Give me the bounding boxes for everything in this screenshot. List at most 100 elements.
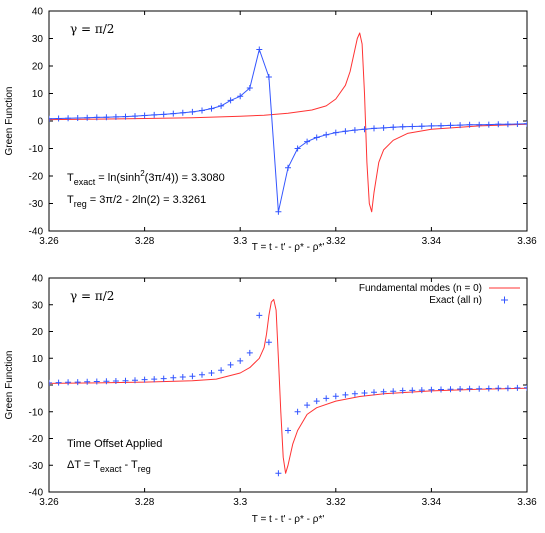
top-series-1-point-6 [103,114,110,121]
bottom-series-1-point-9 [132,377,138,384]
top-series-1-point-38 [409,123,416,130]
top-xtick-label-0: 3.26 [39,236,59,247]
top-series-1-point-27 [304,138,311,145]
delta-sub1: exact [100,464,122,474]
top-series-1-point-21 [246,85,253,91]
texact-sub: exact [74,177,96,187]
top-x-axis-label: T = t - t' - ρ* - ρ*' [252,242,325,253]
bottom-series-1-point-21 [246,349,253,356]
bottom-series-1-point-2 [65,379,72,386]
bottom-ytick-label-3: 10 [32,354,44,365]
top-series-1-point-8 [122,113,129,120]
top-texact-annotation: Texact = ln(sinh2(3π/4)) = 3.3080 [67,169,225,187]
top-ytick-label-3: 10 [32,89,44,100]
bottom-xtick-label-5: 3.36 [517,497,537,508]
texact-tail: (3π/4)) = 3.3080 [145,172,225,184]
bottom-series-1-point-16 [199,371,205,378]
bottom-ytick-label-2: 20 [32,327,44,338]
bottom-series-1-point-0 [49,379,52,386]
top-xtick-label-1: 3.28 [135,236,155,247]
bottom-series-1-point-13 [170,374,177,381]
top-series-1-point-17 [208,105,215,112]
top-series-1-point-49 [514,121,521,127]
delta-sub2: reg [138,464,151,474]
top-series-1-point-25 [285,164,291,171]
delta-pre: ΔT = T [67,459,100,471]
top-series-1-point-22 [256,46,263,53]
bottom-series-1-point-27 [304,402,311,409]
top-series-0-line [49,32,527,213]
legend-label-exact: Exact (all n) [429,295,482,306]
bottom-series-1-point-34 [371,389,377,396]
bottom-ytick-label-8: -40 [29,488,44,499]
top-series-1-point-39 [418,123,425,130]
bottom-series-1-point-33 [361,390,368,396]
top-ytick-label-6: -20 [29,172,44,183]
bottom-series-1-point-19 [227,361,234,368]
delta-mid: - T [121,459,138,471]
top-series-1-point-16 [199,107,205,114]
bottom-series-1-point-12 [160,375,167,382]
bottom-series-1-point-26 [294,408,301,415]
bottom-series-1-point-42 [447,386,454,393]
top-series-1-point-15 [189,108,196,115]
top-ytick-label-8: -40 [29,227,44,238]
bottom-series-1-point-3 [74,379,81,386]
bottom-series-1-point-40 [428,386,435,393]
bottom-series-1-point-47 [495,385,502,392]
bottom-ytick-label-7: -30 [29,461,44,472]
top-series-1-point-34 [371,125,377,132]
bottom-series-1 [49,312,527,477]
top-series-1-point-5 [93,114,100,121]
bottom-series-1-point-11 [151,376,158,383]
bottom-xtick-label-0: 3.26 [39,497,59,508]
bottom-offset-annotation: Time Offset Applied [67,438,162,450]
texact-main: T [67,172,74,184]
top-xtick-label-3: 3.32 [326,236,346,247]
top-series-1-point-47 [495,121,502,128]
top-ytick-label-5: -10 [29,144,44,155]
bottom-series-1-point-41 [438,386,444,393]
bottom-series-1-point-43 [457,386,464,392]
top-series-1-point-29 [323,131,330,138]
top-ytick-label-2: 20 [32,62,44,73]
bottom-series-1-point-38 [409,387,416,394]
top-series-1-point-3 [74,115,81,121]
bottom-series-1-point-30 [332,393,339,400]
top-series-1-point-2 [65,115,72,122]
bottom-series-1-point-8 [122,377,129,384]
top-series-1-point-13 [170,110,177,117]
bottom-series-1-point-23 [265,339,272,346]
top-series-1-point-46 [485,121,492,128]
treg-sub: reg [74,199,87,209]
bottom-series-1-point-48 [504,385,511,392]
top-series-1-point-36 [390,124,397,131]
top-series-1-point-41 [438,122,444,129]
top-ytick-label-1: 30 [32,34,44,45]
bottom-series-1-point-18 [218,367,225,374]
top-series-1-point-0 [49,115,52,122]
bottom-ytick-label-1: 30 [32,300,44,311]
texact-rest: = ln(sinh [95,172,140,184]
bottom-ytick-label-4: 0 [37,381,43,392]
top-series-1-point-42 [447,122,454,129]
top-series-1-point-20 [237,93,244,100]
legend-label-fundamental: Fundamental modes (n = 0) [359,283,482,294]
bottom-series-1-point-36 [390,388,397,395]
bottom-series-1-point-28 [313,398,320,405]
top-series-1-point-35 [380,124,387,131]
bottom-series-1-point-49 [514,384,521,391]
bottom-ytick-label-6: -20 [29,434,44,445]
top-y-axis-label: Green Function [4,87,15,156]
top-series-1-point-12 [160,111,167,118]
treg-main: T [67,194,74,206]
top-series-1-point-40 [428,122,435,129]
top-series-1-point-4 [84,114,91,121]
top-series-1-point-30 [332,129,339,136]
bottom-series-1-point-17 [208,370,215,376]
top-series-1-point-1 [55,115,62,122]
top-gamma-annotation: γ = π/2 [70,22,114,36]
bottom-xtick-label-1: 3.28 [135,497,155,508]
bottom-series-1-point-39 [418,387,425,394]
